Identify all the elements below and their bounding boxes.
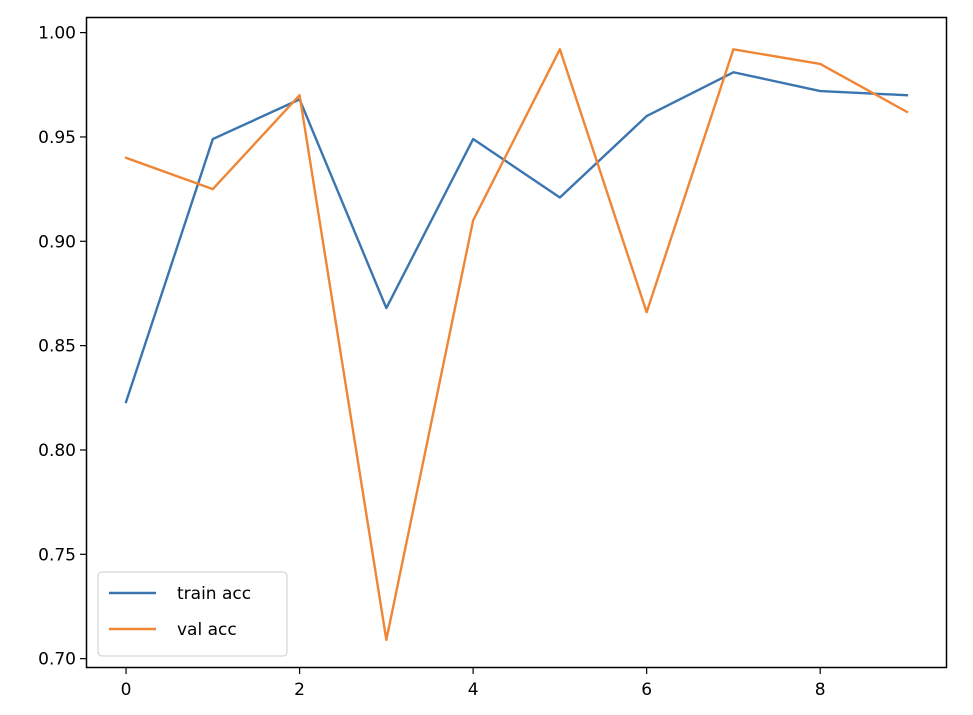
legend-label-0: train acc bbox=[177, 584, 251, 604]
y-tick-label: 0.95 bbox=[38, 128, 76, 148]
y-tick-label: 1.00 bbox=[38, 24, 76, 44]
y-tick-label: 0.80 bbox=[38, 441, 76, 461]
x-tick-label: 4 bbox=[468, 680, 479, 700]
legend: train acc val acc bbox=[97, 571, 288, 657]
x-tick-label: 6 bbox=[641, 680, 652, 700]
x-tick-label: 0 bbox=[121, 680, 132, 700]
y-tick-label: 0.85 bbox=[38, 337, 76, 357]
plot-frame bbox=[85, 16, 948, 669]
axes-layer: 0 2 4 6 8 0.70 0.75 0.80 0.85 0.90 0.95 1.00 bbox=[38, 24, 825, 700]
x-tick-label: 8 bbox=[815, 680, 826, 700]
x-tick-label: 2 bbox=[294, 680, 305, 700]
y-tick-label: 0.70 bbox=[38, 650, 76, 670]
series-line-0 bbox=[124, 71, 909, 404]
legend-label-1: val acc bbox=[177, 620, 237, 640]
y-tick-label: 0.90 bbox=[38, 232, 76, 252]
plot-layer bbox=[124, 48, 909, 642]
series-line-1 bbox=[124, 48, 909, 642]
y-tick-label: 0.75 bbox=[38, 545, 76, 565]
